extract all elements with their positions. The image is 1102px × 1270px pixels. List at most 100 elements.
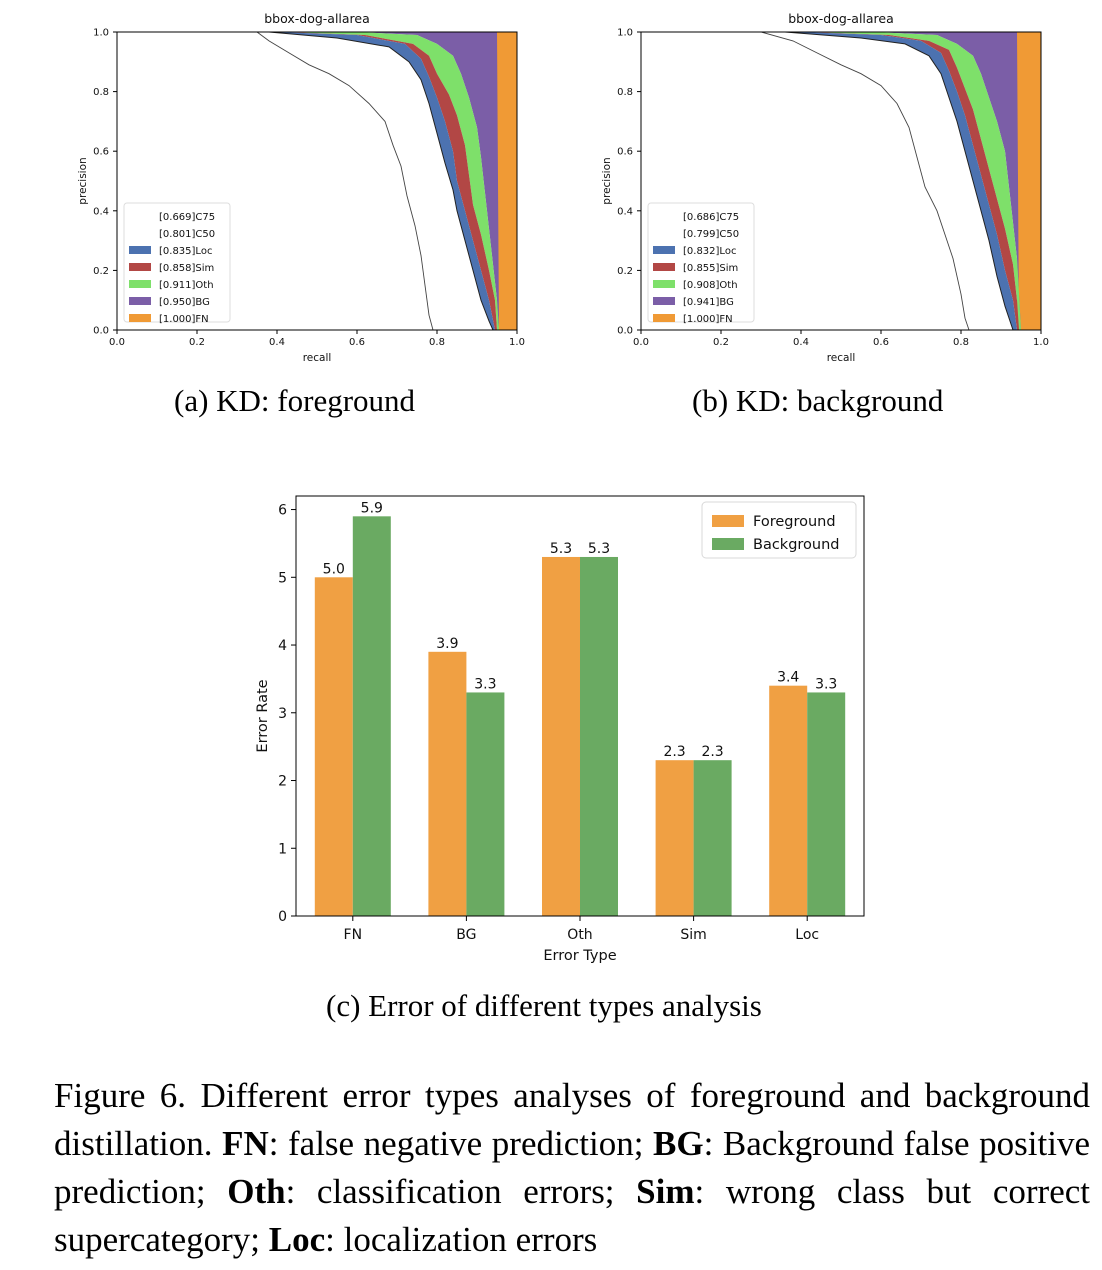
legend-label: [0.832]Loc — [683, 246, 736, 257]
legend-swatch — [129, 297, 151, 305]
x-tick-label: 0.4 — [793, 337, 809, 348]
legend-swatch — [653, 297, 675, 305]
bg-area — [257, 32, 499, 330]
desc-oth: : classification errors; — [285, 1172, 637, 1211]
y-tick-label: 0.0 — [93, 326, 109, 337]
pr-title: bbox-dog-allarea — [264, 11, 370, 26]
bg-area — [781, 32, 1021, 330]
fn-area — [497, 32, 517, 330]
y-tick-label: 1.0 — [93, 28, 109, 39]
legend-swatch — [653, 229, 675, 237]
legend-label: [0.799]C50 — [683, 229, 739, 240]
legend-label: [1.000]FN — [159, 314, 209, 325]
legend-label: [0.950]BG — [159, 297, 210, 308]
term-bg: BG — [653, 1124, 704, 1163]
desc-sim: : wrong class but correct supercategory; — [54, 1172, 1090, 1259]
legend-swatch — [129, 229, 151, 237]
term-oth: Oth — [227, 1172, 286, 1211]
bar-value-label: 2.3 — [663, 744, 685, 760]
c50-line — [641, 31, 1014, 331]
x-axis-label: Error Type — [543, 948, 616, 964]
pr-axes-frame — [116, 31, 518, 331]
x-tick-label: FN — [344, 927, 363, 943]
legend-swatch — [653, 280, 675, 288]
c75-line — [641, 31, 970, 331]
legend-label: [0.801]C50 — [159, 229, 215, 240]
bar-value-label: 2.3 — [701, 744, 723, 760]
y-tick-label: 0.8 — [617, 87, 633, 98]
loc-area — [785, 32, 1017, 330]
error-bar-chart: 0 1 2 3 4 5 6 5.0 5.9 FN 3.9 3.3 BG 5.3 5.3 Oth 2.3 2.3 Si… — [255, 495, 865, 964]
x-tick-label: 0.8 — [953, 337, 969, 348]
caption-b: (b) KD: background — [692, 383, 944, 418]
y-tick-label: 0.2 — [93, 266, 109, 277]
bar-foreground — [314, 577, 353, 916]
fn-area — [1017, 32, 1041, 330]
y-tick-label: 0.4 — [93, 206, 109, 217]
x-tick-label: 0.8 — [429, 337, 445, 348]
y-tick-label: 1 — [278, 841, 287, 857]
term-sim: Sim — [636, 1172, 695, 1211]
y-tick-label: 0.6 — [93, 147, 109, 158]
pr-axes-frame — [640, 31, 1042, 331]
x-tick-label: BG — [456, 927, 476, 943]
legend-label: [0.855]Sim — [683, 263, 738, 274]
y-axis-label: precision — [601, 157, 613, 204]
legend-swatch — [129, 246, 151, 254]
y-axis-label: precision — [77, 157, 89, 204]
legend-swatch — [653, 246, 675, 254]
c50-line — [117, 31, 494, 331]
x-tick-label: Loc — [795, 927, 819, 943]
bar-background — [466, 692, 505, 916]
bar-value-label: 3.4 — [777, 670, 799, 686]
y-tick-label: 4 — [278, 638, 287, 654]
legend-label: [0.858]Sim — [159, 263, 214, 274]
loc-area — [269, 32, 495, 330]
bar-value-label: 5.3 — [550, 541, 572, 557]
x-axis-label: recall — [303, 352, 332, 364]
x-tick-label: 0.6 — [873, 337, 889, 348]
y-tick-label: 6 — [278, 503, 287, 519]
x-tick-label: 1.0 — [509, 337, 525, 348]
legend-swatch — [712, 538, 744, 550]
legend-label: [0.908]Oth — [683, 280, 738, 291]
pr-chart-foreground: bbox-dog-allarea 0.00.0 0.2 0.2 0.4 0.4 0.6 0.6… — [77, 11, 525, 364]
bar-value-label: 5.3 — [588, 541, 610, 557]
legend-swatch — [129, 280, 151, 288]
bar-value-label: 3.3 — [815, 676, 837, 692]
legend-swatch — [129, 314, 151, 322]
legend-label: [0.686]C75 — [683, 212, 739, 223]
pr-title: bbox-dog-allarea — [788, 11, 894, 26]
y-tick-label: 0.6 — [617, 147, 633, 158]
bar-foreground — [769, 685, 808, 916]
legend-swatch — [653, 314, 675, 322]
legend-swatch — [129, 212, 151, 220]
figure-caption: Figure 6. Different error types analyses… — [54, 1072, 1090, 1264]
term-fn: FN — [222, 1124, 269, 1163]
x-tick-label: 0.2 — [713, 337, 729, 348]
caption-intro: Figure 6. Different error types analyses… — [54, 1076, 1090, 1163]
legend-label: [0.669]C75 — [159, 212, 215, 223]
x-tick-label: 0.0 — [109, 337, 125, 348]
bar-foreground — [655, 760, 694, 916]
desc-fn: : false negative prediction; — [268, 1124, 653, 1163]
term-loc: Loc — [268, 1220, 326, 1259]
x-tick-label: 0.4 — [269, 337, 285, 348]
bar-background — [352, 516, 391, 916]
y-axis-label: Error Rate — [255, 679, 271, 752]
legend-swatch — [653, 212, 675, 220]
legend-label: [0.941]BG — [683, 297, 734, 308]
x-tick-label: 0.6 — [349, 337, 365, 348]
bar-foreground — [428, 651, 467, 916]
y-tick-label: 0.8 — [93, 87, 109, 98]
y-tick-label: 0.4 — [617, 206, 633, 217]
x-tick-label: Sim — [680, 927, 706, 943]
legend-label: Background — [753, 537, 840, 553]
desc-loc: : localization errors — [325, 1220, 598, 1259]
bar-background — [693, 760, 732, 916]
bar-background — [807, 692, 846, 916]
pr-chart-background: bbox-dog-allarea 0.00.0 0.2 0.2 0.4 0.4 0.6 0.6… — [601, 11, 1049, 364]
y-tick-label: 0.0 — [617, 326, 633, 337]
bar-background — [580, 556, 618, 916]
legend-swatch — [653, 263, 675, 271]
